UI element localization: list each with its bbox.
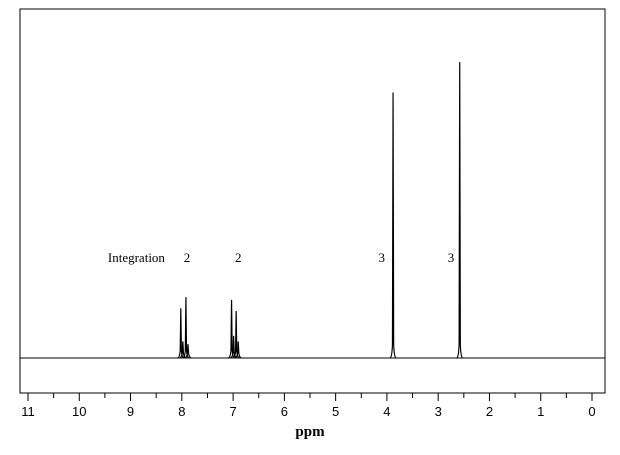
spectrum-peak	[228, 299, 235, 359]
tick-label: 4	[383, 404, 390, 419]
integration-values: 2 2 3 3	[184, 250, 455, 265]
spectrum-peak	[182, 297, 190, 359]
integration-value: 3	[448, 250, 455, 265]
tick-label: 5	[332, 404, 339, 419]
spectrum-peak	[184, 344, 192, 359]
integration-value: 2	[235, 250, 242, 265]
tick-label: 11	[21, 404, 35, 419]
tick-label: 2	[486, 404, 493, 419]
tick-label: 9	[127, 404, 134, 419]
spectrum-peak	[234, 341, 242, 359]
spectrum-peak	[179, 341, 187, 359]
spectrum-peak	[177, 308, 185, 359]
spectrum-peak	[230, 335, 237, 359]
integration-value: 3	[379, 250, 386, 265]
tick-label: 7	[229, 404, 236, 419]
tick-label: 8	[178, 404, 185, 419]
spectrum-peak	[389, 92, 397, 359]
spectrum-peaks	[177, 62, 464, 359]
integration-value: 2	[184, 250, 191, 265]
spectrum-peak	[232, 310, 240, 359]
integration-label: Integration	[108, 250, 166, 265]
plot-frame	[19, 8, 606, 394]
tick-label: 1	[537, 404, 544, 419]
spectrum-peak	[456, 62, 464, 359]
tick-label: 3	[435, 404, 442, 419]
tick-label: 10	[72, 404, 86, 419]
tick-label: 6	[281, 404, 288, 419]
x-axis-ticks	[27, 393, 593, 401]
x-axis-tick-labels: 11 10 9 8 7 6 5 4 3 2 1 0	[21, 404, 595, 419]
x-axis-title: ppm	[295, 424, 325, 440]
tick-label: 0	[588, 404, 595, 419]
